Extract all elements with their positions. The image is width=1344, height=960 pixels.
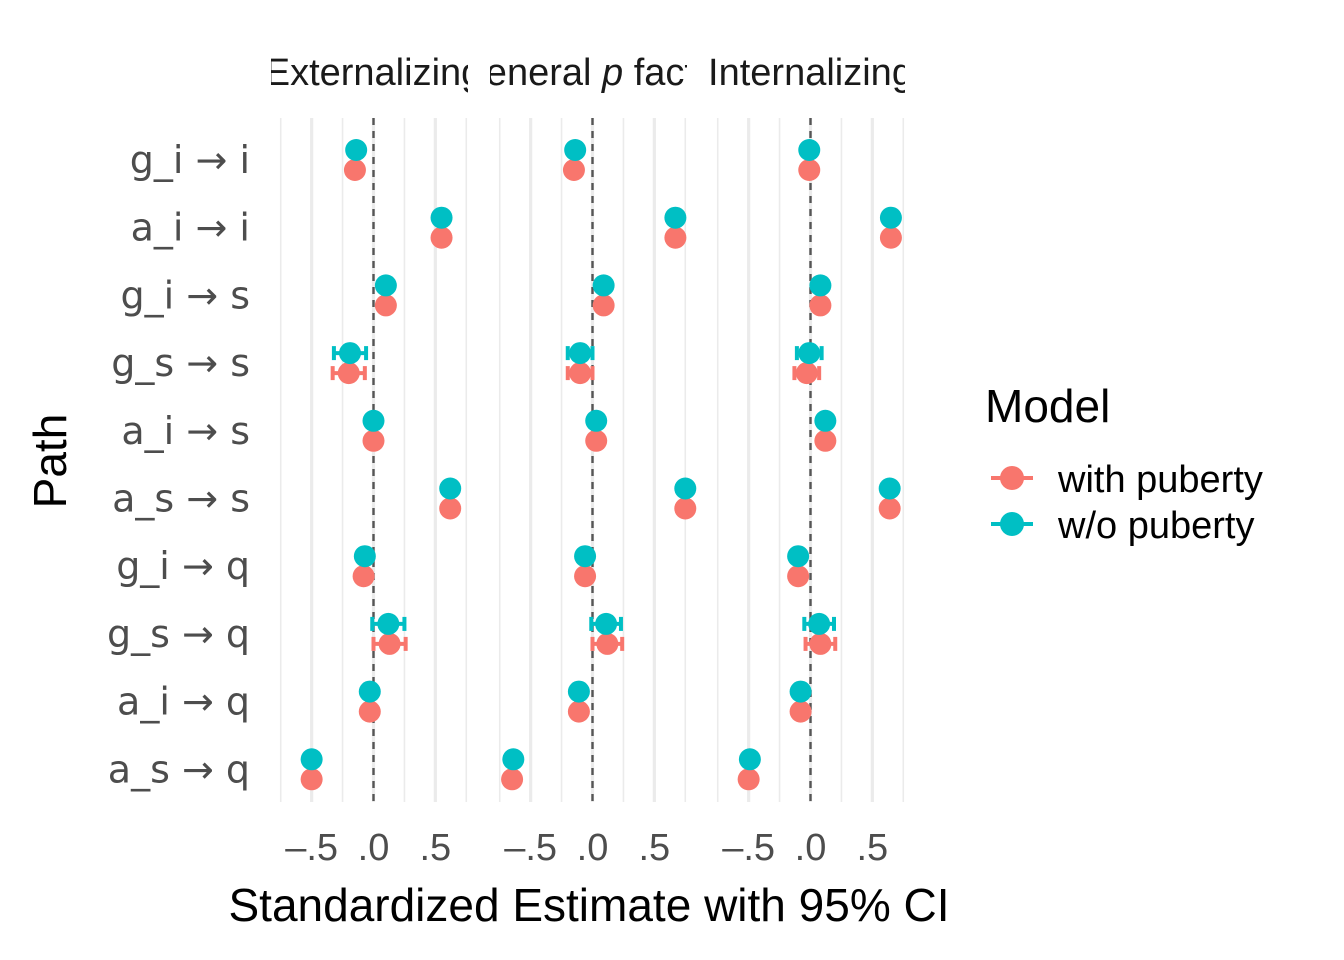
y-tick-label: a_s → s [112,477,250,521]
point-with-puberty [795,362,818,385]
point-without-puberty [353,545,376,568]
point-without-puberty [564,139,587,161]
point-without-puberty [809,274,832,297]
point-with-puberty [664,226,687,249]
y-tick-label: a_s → q [108,747,250,791]
panel-1: –.5 .0 .5 General p factor [456,52,729,869]
x-tick-label: .0 [358,827,390,869]
point-with-puberty [798,159,821,181]
x-axis-title: Standardized Estimate with 95% CI [228,879,949,931]
y-tick-label: a_i → i [131,206,250,250]
y-tick-label: g_i → s [121,273,250,317]
point-with-puberty [562,159,585,181]
point-with-puberty [567,700,590,723]
point-with-puberty [430,226,453,249]
legend-key-dot [1000,512,1024,536]
point-without-puberty [502,748,525,771]
y-tick-label: a_i → s [121,409,250,453]
legend-key-dot [1000,466,1024,490]
point-with-puberty [439,497,462,520]
y-tick-label: a_i → q [117,680,250,724]
panel-strip-label: Internalizing [708,52,913,94]
point-without-puberty [569,342,592,365]
point-without-puberty [574,545,597,568]
point-without-puberty [592,274,615,297]
point-without-puberty [567,680,590,703]
point-without-puberty [430,206,453,229]
x-tick-label: .5 [639,827,671,869]
y-tick-label: g_i → i [130,138,250,182]
panel-strip-label: Externalizing [265,52,483,94]
point-with-puberty [809,632,832,655]
point-without-puberty [878,477,901,500]
y-axis-title: Path [24,414,76,509]
point-with-puberty [592,294,615,317]
point-with-puberty [585,429,608,452]
point-with-puberty [358,700,381,723]
x-tick-label: .0 [577,827,609,869]
point-with-puberty [569,362,592,385]
legend-label: w/o puberty [1057,505,1254,547]
point-without-puberty [789,680,812,703]
point-without-puberty [787,545,810,568]
point-without-puberty [808,612,831,635]
point-with-puberty [343,159,366,181]
x-tick-label: .5 [420,827,452,869]
x-tick-label: –.5 [285,827,338,869]
point-with-puberty [737,768,760,791]
panel-2: –.5 .0 .5 Internalizing [708,52,913,869]
panels-layer: –.5 .0 .5 Externalizing –.5 .0 .5 General p fac… [265,52,913,869]
point-with-puberty [809,294,832,317]
point-without-puberty [362,409,385,432]
x-tick-label: –.5 [722,827,775,869]
panel-strip-label: General p factor [456,52,729,94]
point-without-puberty [798,342,821,365]
y-axis: g_i → i a_i → i g_i → s g_s → s a_i → s a_s →… [107,138,250,791]
point-without-puberty [585,409,608,432]
x-tick-label: .0 [795,827,827,869]
point-without-puberty [338,342,361,365]
point-with-puberty [787,565,810,588]
point-with-puberty [674,497,697,520]
point-without-puberty [595,612,618,635]
point-with-puberty [878,497,901,520]
legend-title: Model [985,380,1110,432]
y-tick-label: g_i → q [116,544,250,588]
point-without-puberty [674,477,697,500]
point-without-puberty [374,274,397,297]
y-tick-label: g_s → s [111,341,250,385]
point-without-puberty [879,206,902,229]
point-with-puberty [378,632,401,655]
point-with-puberty [879,226,902,249]
point-without-puberty [738,748,761,771]
point-with-puberty [300,768,323,791]
point-with-puberty [596,632,619,655]
point-without-puberty [377,612,400,635]
point-without-puberty [814,409,837,432]
x-tick-label: .5 [857,827,889,869]
point-with-puberty [352,565,375,588]
panel-0: –.5 .0 .5 Externalizing [265,52,483,869]
point-with-puberty [337,362,360,385]
point-without-puberty [439,477,462,500]
point-with-puberty [501,768,524,791]
point-with-puberty [789,700,812,723]
point-without-puberty [300,748,323,771]
legend-label: with puberty [1057,459,1263,501]
point-with-puberty [374,294,397,317]
point-without-puberty [664,206,687,229]
point-without-puberty [798,139,821,161]
point-with-puberty [362,429,385,452]
point-with-puberty [814,429,837,452]
point-with-puberty [574,565,597,588]
y-tick-label: g_s → q [107,612,250,656]
x-tick-label: –.5 [504,827,557,869]
point-without-puberty [358,680,381,703]
point-without-puberty [345,139,368,161]
